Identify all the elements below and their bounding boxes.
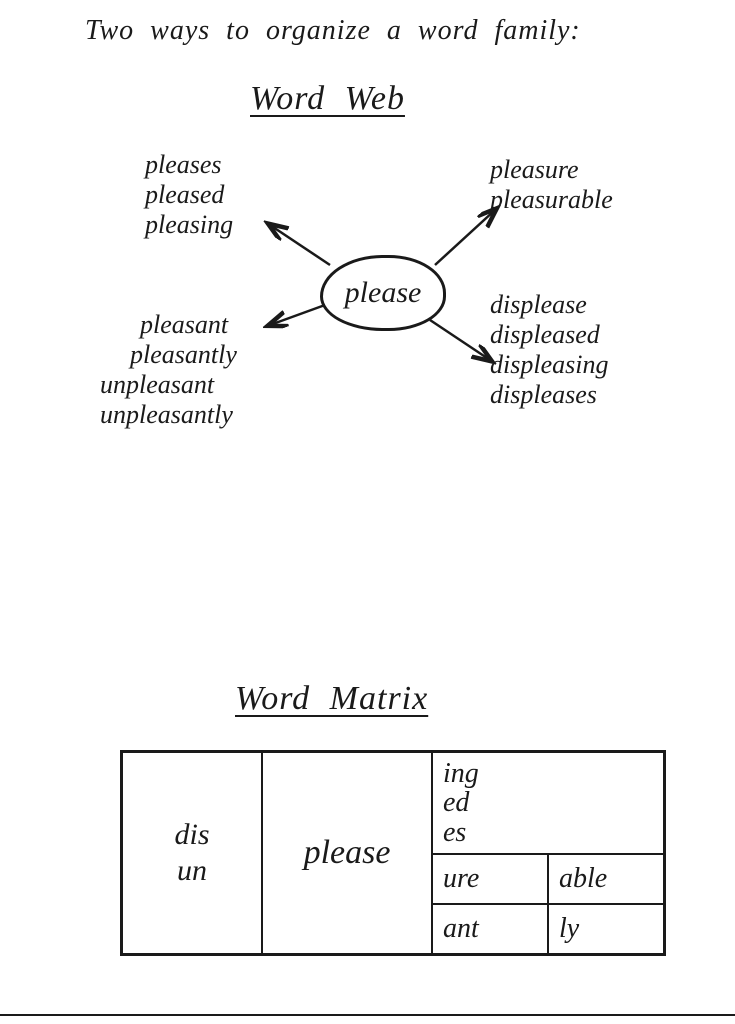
arrow-line: [270, 305, 325, 325]
matrix-suffix: ly: [549, 905, 663, 953]
web-word: pleasant: [100, 310, 237, 340]
web-word: displeases: [490, 380, 608, 410]
matrix-suffix-col: ing ed es ure able ant ly: [433, 753, 663, 953]
web-branch-bottom-right: displease displeased displeasing displea…: [490, 290, 608, 410]
web-branch-top-right: pleasure pleasurable: [490, 155, 613, 215]
web-word: displeased: [490, 320, 608, 350]
matrix-suffix: es: [443, 818, 653, 847]
matrix-prefix: un: [177, 853, 207, 889]
word-matrix-table: dis un please ing ed es ure able ant ly: [120, 750, 666, 956]
web-word: pleasure: [490, 155, 613, 185]
web-center-label: please: [345, 276, 422, 310]
web-branch-top-left: pleases pleased pleasing: [145, 150, 233, 240]
web-center-node: please: [320, 255, 446, 331]
web-branch-bottom-left: pleasant pleasantly unpleasant unpleasan…: [100, 310, 237, 430]
web-word: pleasurable: [490, 185, 613, 215]
web-word: displease: [490, 290, 608, 320]
matrix-suffix-top: ing ed es: [433, 753, 663, 853]
page-bottom-rule: [0, 1014, 735, 1016]
matrix-prefix-col: dis un: [123, 753, 263, 953]
word-matrix-heading: Word Matrix: [235, 680, 428, 718]
matrix-root-col: please: [263, 753, 433, 953]
page-title: Two ways to organize a word family:: [85, 15, 581, 47]
web-word: unpleasant: [100, 370, 237, 400]
web-word: pleased: [145, 180, 233, 210]
web-word: pleasantly: [100, 340, 237, 370]
matrix-suffix-row: ure able: [433, 853, 663, 903]
matrix-suffix: ant: [433, 905, 549, 953]
matrix-prefix: dis: [174, 817, 209, 853]
word-web-heading: Word Web: [250, 80, 405, 118]
arrow-line: [435, 210, 495, 265]
matrix-root: please: [304, 833, 391, 874]
matrix-suffix: able: [549, 855, 663, 903]
matrix-suffix: ure: [433, 855, 549, 903]
web-word: pleasing: [145, 210, 233, 240]
arrow-line: [270, 225, 330, 265]
web-word: pleases: [145, 150, 233, 180]
web-word: unpleasantly: [100, 400, 237, 430]
arrow-line: [430, 320, 490, 360]
matrix-suffix: ing: [443, 759, 653, 788]
matrix-suffix: ed: [443, 788, 653, 817]
web-word: displeasing: [490, 350, 608, 380]
matrix-suffix-row: ant ly: [433, 903, 663, 953]
